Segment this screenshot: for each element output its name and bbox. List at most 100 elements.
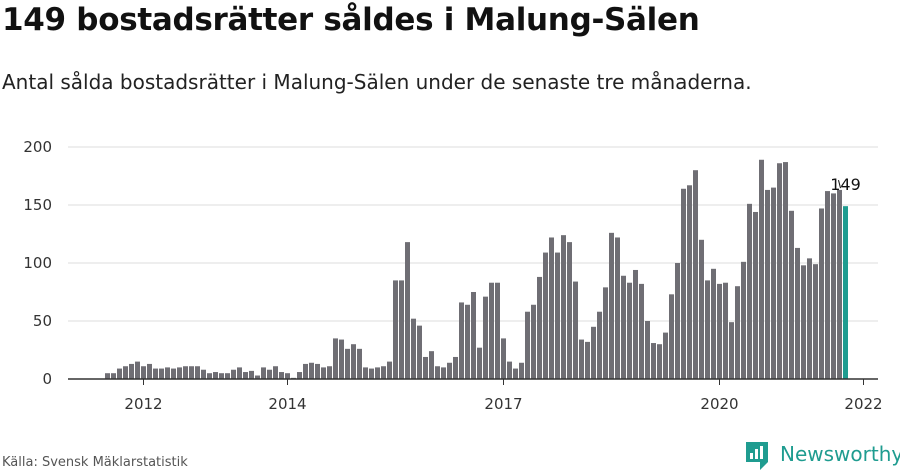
bar bbox=[351, 344, 356, 379]
bar bbox=[537, 276, 542, 379]
bar bbox=[543, 252, 548, 379]
bar bbox=[525, 311, 530, 379]
bar bbox=[729, 322, 734, 379]
bar bbox=[495, 282, 500, 379]
bar bbox=[753, 211, 758, 379]
bar bbox=[501, 338, 506, 379]
bar bbox=[549, 237, 554, 379]
bar bbox=[765, 189, 770, 379]
bar bbox=[615, 237, 620, 379]
brand-name: Newsworthy bbox=[780, 442, 900, 466]
page-title: 149 bostadsrätter såldes i Malung-Sälen bbox=[2, 2, 700, 38]
bar bbox=[633, 269, 638, 379]
bar bbox=[183, 366, 188, 379]
bar bbox=[357, 348, 362, 379]
bar bbox=[777, 163, 782, 379]
bar bbox=[717, 283, 722, 379]
bar bbox=[417, 325, 422, 379]
bar bbox=[627, 282, 632, 379]
bar bbox=[279, 372, 284, 379]
y-tick-label: 100 bbox=[23, 254, 52, 272]
bar bbox=[459, 302, 464, 379]
bar bbox=[339, 339, 344, 379]
bar bbox=[429, 351, 434, 379]
bar bbox=[759, 159, 764, 379]
bar bbox=[393, 280, 398, 379]
bar bbox=[639, 283, 644, 379]
source-note: Källa: Svensk Mäklarstatistik bbox=[2, 455, 188, 470]
bar bbox=[489, 282, 494, 379]
y-tick-label: 200 bbox=[23, 138, 52, 156]
bar bbox=[147, 363, 152, 379]
x-tick-label: 2020 bbox=[700, 395, 738, 413]
bar bbox=[171, 368, 176, 379]
bar bbox=[141, 366, 146, 379]
bar bbox=[651, 343, 656, 379]
bar bbox=[111, 373, 116, 379]
bar bbox=[723, 282, 728, 379]
bar bbox=[693, 170, 698, 379]
bar bbox=[165, 367, 170, 379]
bar bbox=[117, 368, 122, 379]
bar bbox=[237, 367, 242, 379]
bar bbox=[273, 366, 278, 379]
bar bbox=[195, 366, 200, 379]
bar bbox=[333, 338, 338, 379]
bar bbox=[465, 304, 470, 379]
bar bbox=[831, 193, 836, 379]
bar bbox=[801, 265, 806, 379]
page-subtitle: Antal sålda bostadsrätter i Malung-Sälen… bbox=[2, 70, 752, 94]
bar bbox=[591, 326, 596, 379]
x-tick-label: 2012 bbox=[124, 395, 162, 413]
bar bbox=[561, 235, 566, 379]
bar bbox=[531, 304, 536, 379]
bar bbox=[267, 369, 272, 379]
bar bbox=[261, 367, 266, 379]
bar bbox=[579, 339, 584, 379]
bar bbox=[711, 268, 716, 379]
bar bbox=[129, 363, 134, 379]
data-label: 149 bbox=[830, 175, 861, 194]
bar bbox=[243, 372, 248, 379]
bar bbox=[507, 361, 512, 379]
bar bbox=[513, 368, 518, 379]
bar bbox=[789, 210, 794, 379]
bar bbox=[105, 373, 110, 379]
bar bbox=[387, 361, 392, 379]
bar bbox=[837, 189, 842, 379]
bar bbox=[747, 203, 752, 379]
bar bbox=[813, 264, 818, 379]
bar bbox=[597, 311, 602, 379]
bar bbox=[705, 280, 710, 379]
data-label-leader bbox=[838, 180, 841, 189]
bar bbox=[225, 373, 230, 379]
bar bbox=[153, 368, 158, 379]
y-tick-label: 0 bbox=[42, 370, 52, 388]
x-tick-label: 2022 bbox=[844, 395, 882, 413]
x-tick-label: 2014 bbox=[268, 395, 306, 413]
newsworthy-logo-icon bbox=[746, 442, 768, 470]
bar bbox=[771, 187, 776, 379]
bar bbox=[675, 263, 680, 379]
bar bbox=[369, 368, 374, 379]
bar bbox=[807, 258, 812, 379]
bar bbox=[219, 373, 224, 379]
bar bbox=[669, 294, 674, 379]
bar bbox=[519, 362, 524, 379]
bar bbox=[213, 372, 218, 379]
bar bbox=[345, 348, 350, 379]
bar bbox=[477, 347, 482, 379]
bar bbox=[123, 366, 128, 379]
bar bbox=[285, 373, 290, 379]
bar bbox=[825, 191, 830, 379]
bar bbox=[645, 321, 650, 379]
bar bbox=[423, 356, 428, 379]
bar bbox=[399, 280, 404, 379]
bar-highlight bbox=[843, 206, 848, 379]
bar bbox=[327, 366, 332, 379]
bar bbox=[159, 368, 164, 379]
bar bbox=[375, 367, 380, 379]
brand-logo[interactable]: Newsworthy bbox=[744, 440, 900, 474]
bar bbox=[471, 292, 476, 379]
